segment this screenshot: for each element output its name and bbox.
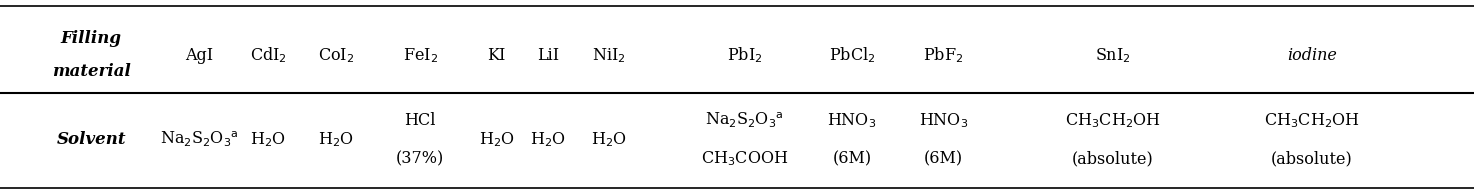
Text: Solvent: Solvent: [56, 131, 127, 148]
Text: PbI$_2$: PbI$_2$: [727, 45, 762, 65]
Text: Na$_2$S$_2$O$_3$$^\mathrm{a}$: Na$_2$S$_2$O$_3$$^\mathrm{a}$: [159, 130, 239, 149]
Text: KI: KI: [488, 47, 506, 64]
Text: HCl: HCl: [404, 112, 436, 129]
Text: CdI$_2$: CdI$_2$: [249, 45, 287, 65]
Text: H$_2$O: H$_2$O: [318, 130, 354, 149]
Text: PbCl$_2$: PbCl$_2$: [828, 45, 876, 65]
Text: HNO$_3$: HNO$_3$: [827, 111, 877, 130]
Text: Filling: Filling: [60, 30, 122, 47]
Text: (6M): (6M): [833, 151, 871, 168]
Text: CoI$_2$: CoI$_2$: [318, 46, 354, 65]
Text: Na$_2$S$_2$O$_3$$^\mathrm{a}$: Na$_2$S$_2$O$_3$$^\mathrm{a}$: [705, 111, 784, 130]
Text: H$_2$O: H$_2$O: [531, 130, 566, 149]
Text: FeI$_2$: FeI$_2$: [402, 46, 438, 65]
Text: (6M): (6M): [924, 151, 963, 168]
Text: (absolute): (absolute): [1271, 151, 1353, 168]
Text: PbF$_2$: PbF$_2$: [923, 45, 964, 65]
Text: CH$_3$CH$_2$OH: CH$_3$CH$_2$OH: [1064, 111, 1162, 130]
Text: HNO$_3$: HNO$_3$: [918, 111, 968, 130]
Text: NiI$_2$: NiI$_2$: [593, 46, 625, 65]
Text: LiI: LiI: [537, 47, 560, 64]
Text: SnI$_2$: SnI$_2$: [1095, 46, 1131, 65]
Text: CH$_3$COOH: CH$_3$COOH: [700, 150, 789, 168]
Text: iodine: iodine: [1287, 47, 1337, 64]
Text: CH$_3$CH$_2$OH: CH$_3$CH$_2$OH: [1263, 111, 1361, 130]
Text: AgI: AgI: [184, 47, 214, 64]
Text: H$_2$O: H$_2$O: [591, 130, 626, 149]
Text: (absolute): (absolute): [1072, 151, 1154, 168]
Text: H$_2$O: H$_2$O: [251, 130, 286, 149]
Text: material: material: [52, 63, 131, 80]
Text: (37%): (37%): [397, 151, 444, 168]
Text: H$_2$O: H$_2$O: [479, 130, 514, 149]
